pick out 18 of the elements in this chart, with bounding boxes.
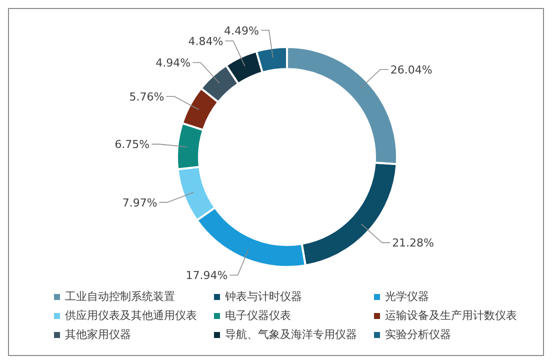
legend-label: 工业自动控制系统装置: [65, 289, 175, 304]
data-label: 21.28%: [392, 236, 434, 250]
legend-label: 运输设备及生产用计数仪表: [385, 308, 517, 323]
legend-label: 实验分析仪器: [385, 327, 451, 342]
legend-label: 供应用仪表及其他通用仪表: [65, 308, 197, 323]
data-label: 26.04%: [390, 63, 432, 76]
legend-label: 钟表与计时仪器: [225, 289, 302, 304]
data-label: 7.97%: [122, 196, 158, 210]
legend-label: 光学仪器: [385, 289, 429, 304]
data-label: 4.84%: [188, 34, 224, 48]
legend-label: 电子仪器仪表: [225, 308, 291, 323]
legend-label: 其他家用仪器: [65, 327, 131, 342]
data-label: 5.76%: [129, 90, 164, 104]
legend-label: 导航、气象及海洋专用仪器: [225, 327, 357, 342]
data-label: 17.94%: [186, 269, 228, 282]
data-label: 4.49%: [224, 24, 260, 38]
data-label: 6.75%: [114, 138, 150, 152]
data-label: 4.94%: [156, 56, 191, 70]
